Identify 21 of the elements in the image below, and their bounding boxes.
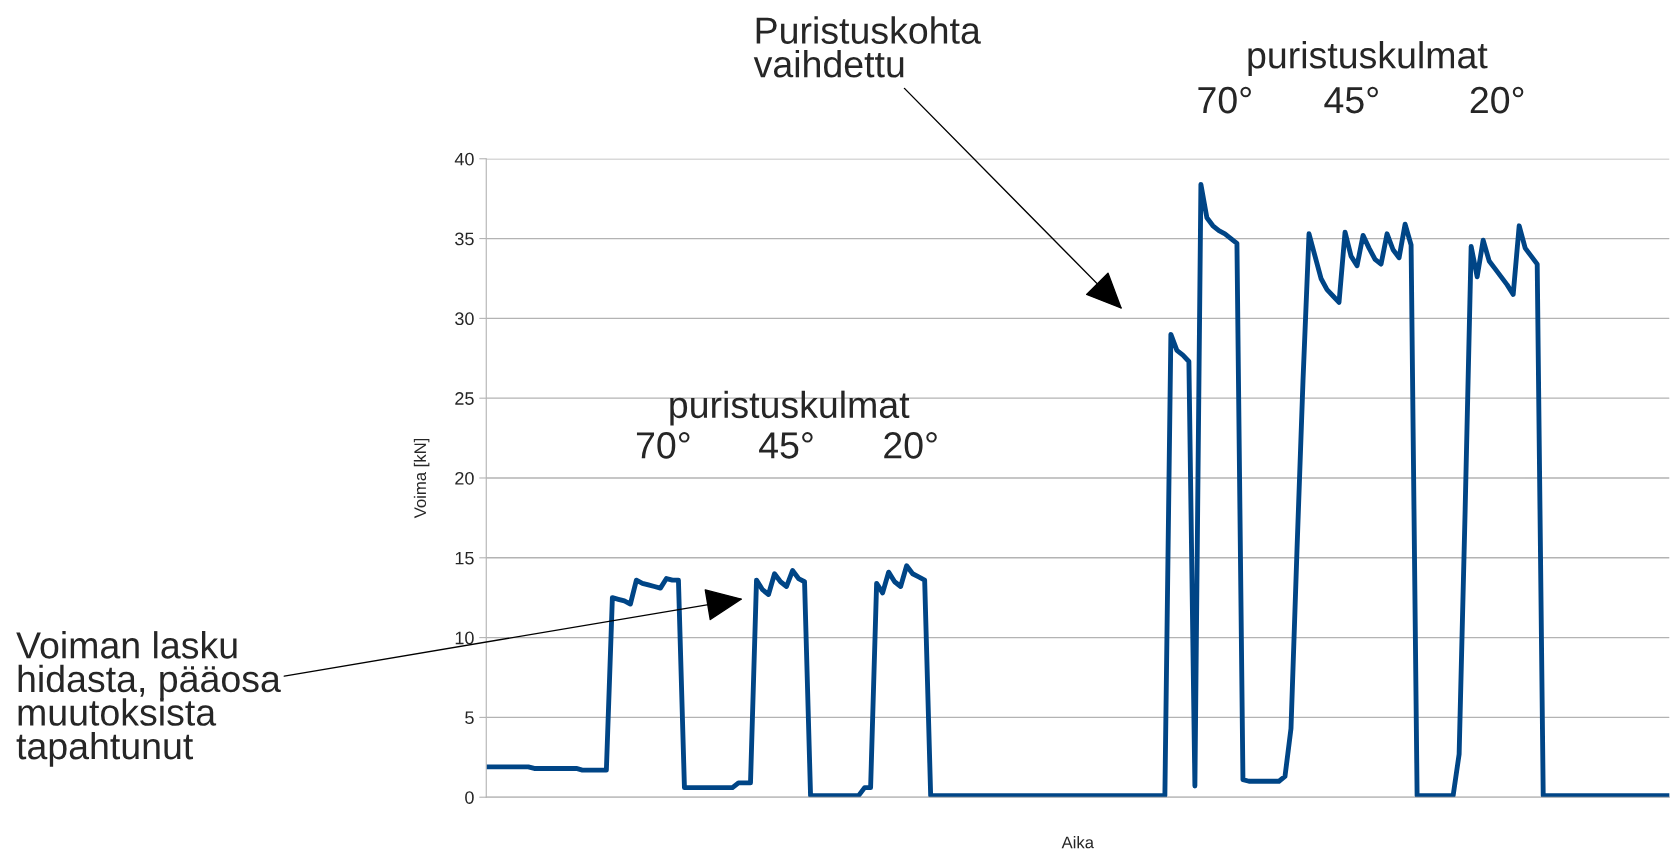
- text: puristuskulmat: [1248, 41, 1488, 77]
- annotation: 45°: [759, 432, 813, 459]
- y-tick-label: 20: [455, 471, 474, 485]
- annotation: 70°: [636, 432, 690, 459]
- y-axis-title: Voima [kN]: [413, 438, 430, 519]
- text: 20°: [1470, 86, 1524, 114]
- annotation: puristuskulmat: [670, 390, 910, 426]
- text: Voiman lasku hidasta, pääosa muutoksista tapahtunut: [16, 631, 281, 767]
- y-tick-label: 0: [465, 791, 474, 804]
- y-tick-label: 5: [465, 711, 474, 725]
- text: 45°: [1324, 86, 1378, 114]
- x-axis-title: Aika: [1061, 836, 1094, 849]
- text: 70°: [1198, 86, 1251, 114]
- y-tick-label: 25: [455, 392, 474, 405]
- y-tick-label: 15: [455, 551, 474, 565]
- y-tick-label: 10: [455, 631, 474, 645]
- y-tick-label: 30: [455, 312, 474, 326]
- y-tick-label: 40: [454, 152, 474, 166]
- y-tick-label: 35: [455, 232, 474, 246]
- annotation: 20°: [884, 432, 937, 459]
- text: Puristuskohta vaihdettu: [753, 16, 981, 78]
